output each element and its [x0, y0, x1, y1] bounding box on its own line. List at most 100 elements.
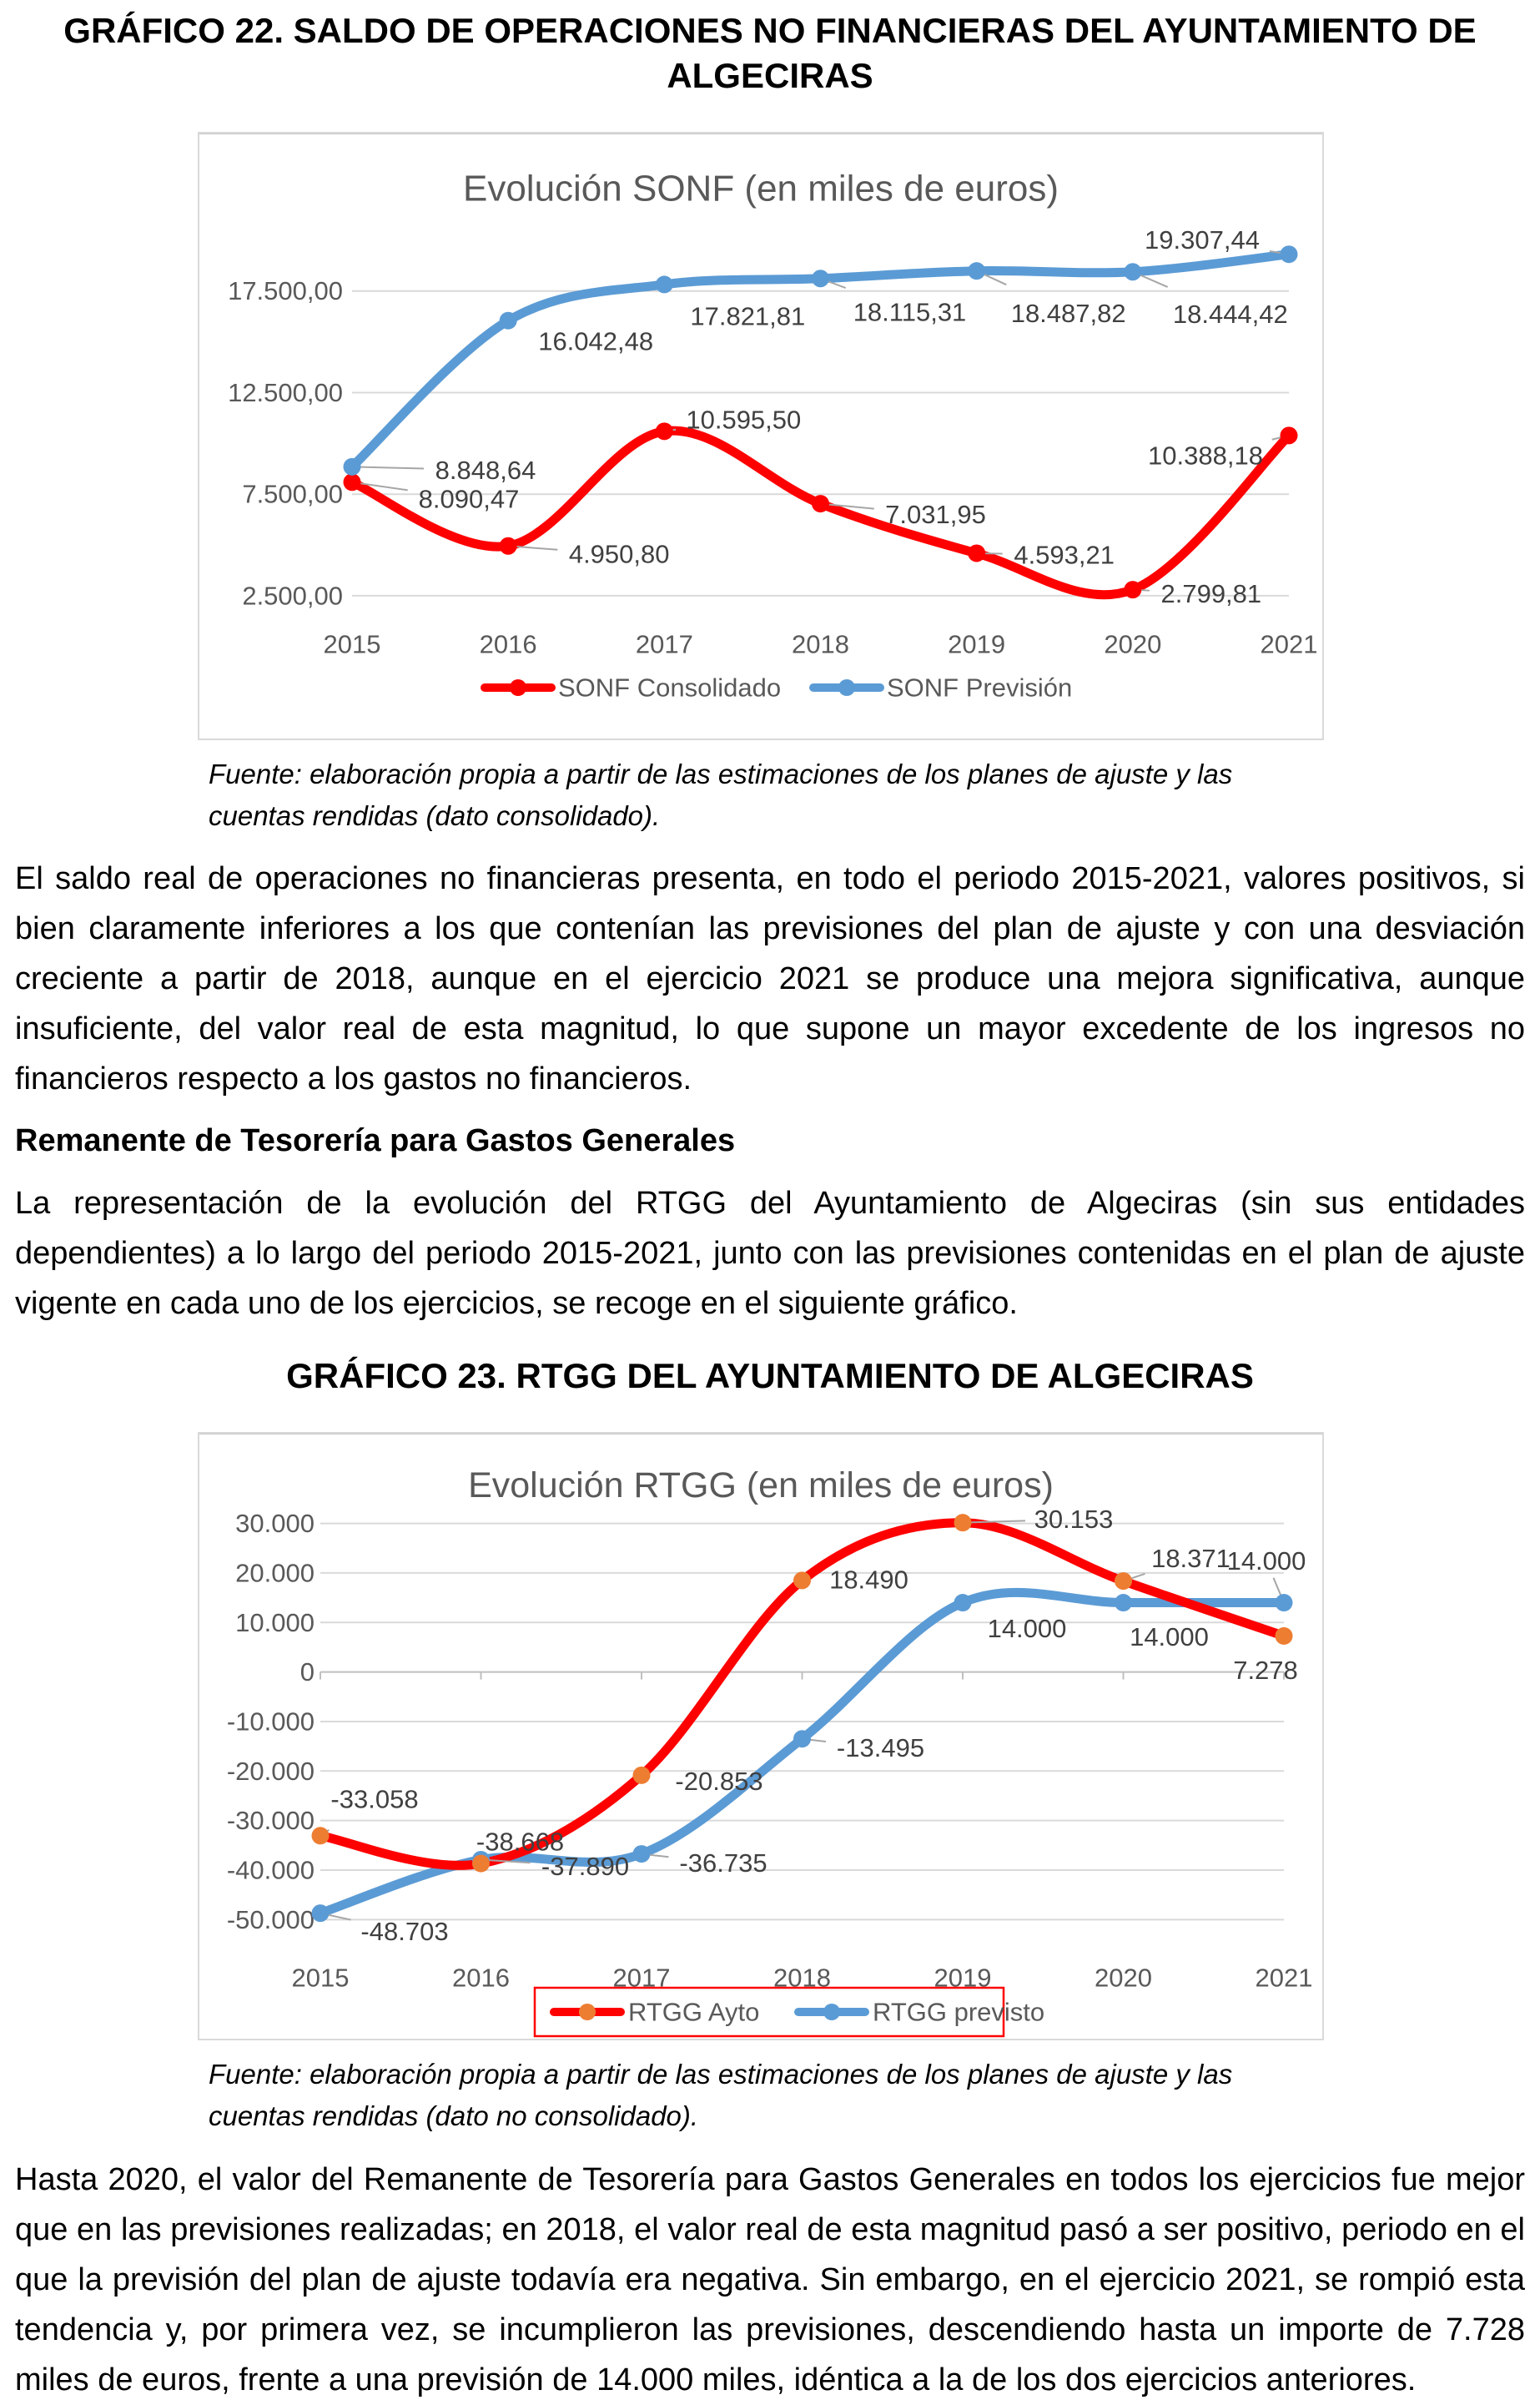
chart-title: Evolución RTGG (en miles de euros) — [468, 1465, 1054, 1505]
y-axis-tick-label: -10.000 — [227, 1707, 315, 1737]
data-point-marker — [632, 1767, 651, 1785]
rtgg-chart-figure: Evolución RTGG (en miles de euros) 30.000… — [198, 1432, 1324, 2041]
y-axis-tick-label: 10.000 — [235, 1608, 315, 1637]
data-label: 4.593,21 — [1014, 540, 1115, 569]
data-label: 14.000 — [1227, 1546, 1306, 1576]
data-label: 7.278 — [1233, 1656, 1298, 1685]
data-point-marker — [1280, 245, 1298, 263]
label-leader-line — [820, 502, 874, 510]
data-point-marker — [311, 1904, 330, 1923]
data-point-marker — [1280, 426, 1298, 444]
data-point-marker — [472, 1854, 490, 1873]
chart-title: Evolución SONF (en miles de euros) — [463, 168, 1059, 209]
data-point-marker — [655, 421, 673, 440]
data-point-marker — [343, 457, 361, 476]
x-axis-label: 2021 — [1261, 629, 1318, 658]
data-label: -20.853 — [675, 1767, 762, 1796]
rtgg-section-heading: Remanente de Tesorería para Gastos Gener… — [15, 1122, 736, 1158]
x-axis-label: 2015 — [324, 629, 381, 658]
x-axis-label: 2020 — [1104, 629, 1161, 658]
data-label: 4.950,80 — [569, 539, 670, 568]
paragraph-rtgg-analysis: Hasta 2020, el valor del Remanente de Te… — [15, 2161, 1525, 2397]
legend-marker — [838, 678, 855, 696]
data-point-marker — [812, 269, 829, 287]
caption-line: Fuente: elaboración propia a partir de l… — [209, 2059, 1233, 2090]
x-axis-label: 2016 — [452, 1964, 510, 1993]
rtgg-chart: Evolución RTGG (en miles de euros) 30.000… — [227, 1465, 1312, 2038]
y-axis-tick-label: 20.000 — [235, 1559, 315, 1588]
data-point-marker — [1115, 1572, 1132, 1591]
x-axis-label: 2016 — [480, 629, 537, 658]
data-point-marker — [499, 311, 517, 330]
data-label: 18.490 — [829, 1566, 908, 1595]
legend-marker — [510, 678, 526, 696]
data-label: 30.153 — [1034, 1505, 1114, 1534]
grafico-22-heading: GRÁFICO 22. SALDO DE OPERACIONES NO FINA… — [63, 11, 1477, 95]
data-label: -33.058 — [330, 1784, 418, 1813]
data-point-marker — [1275, 1627, 1293, 1646]
data-point-marker — [343, 472, 361, 491]
data-label: 18.444,42 — [1173, 300, 1288, 329]
data-point-marker — [1115, 1594, 1132, 1612]
caption-line: Fuente: elaboración propia a partir de l… — [209, 758, 1233, 789]
label-leader-line — [962, 1520, 1026, 1524]
data-label: -13.495 — [837, 1733, 924, 1762]
data-label: -37.890 — [541, 1852, 629, 1881]
caption-line: cuentas rendidas (dato no consolidado). — [209, 2100, 699, 2132]
data-label: 18.371 — [1151, 1544, 1230, 1573]
x-axis-label: 2015 — [292, 1964, 350, 1993]
legend-box — [533, 1986, 1005, 2038]
grafico-23-heading: GRÁFICO 23. RTGG DEL AYUNTAMIENTO DE ALG… — [286, 1356, 1254, 1396]
data-label: 8.090,47 — [419, 484, 520, 513]
legend-marker — [579, 2004, 596, 2021]
legend-label: SONF Consolidado — [558, 673, 781, 702]
data-point-marker — [1275, 1594, 1293, 1612]
data-label: 16.042,48 — [538, 326, 653, 355]
data-point-marker — [1124, 262, 1142, 280]
data-point-marker — [793, 1571, 811, 1590]
data-point-marker — [1124, 580, 1142, 598]
legend-label: RTGG previsto — [873, 1998, 1044, 2027]
data-label: 18.115,31 — [853, 297, 967, 326]
data-label: 10.388,18 — [1148, 441, 1263, 470]
data-point-marker — [812, 494, 829, 512]
y-axis-tick-label: 12.500,00 — [228, 377, 343, 406]
data-label: 18.487,82 — [1011, 299, 1126, 328]
x-axis-label: 2018 — [792, 629, 849, 658]
rtgg-chart-source: Fuente: elaboración propia a partir de l… — [209, 2054, 1525, 2137]
data-point-marker — [968, 261, 986, 280]
paragraph-rtgg-intro: La representación de la evolución del RT… — [15, 1186, 1525, 1322]
data-point-marker — [793, 1730, 811, 1748]
sonf-chart: Evolución SONF (en miles de euros) 17.500… — [228, 168, 1318, 702]
legend-label: RTGG Ayto — [628, 1998, 759, 2027]
data-label: 19.307,44 — [1145, 225, 1260, 255]
x-axis-label: 2017 — [636, 629, 693, 658]
y-axis-tick-label: 30.000 — [235, 1509, 315, 1538]
data-label: 10.595,50 — [686, 405, 801, 434]
data-label: 2.799,81 — [1160, 579, 1261, 608]
data-point-marker — [954, 1594, 972, 1612]
legend-label: SONF Previsión — [887, 673, 1072, 702]
x-axis-label: 2020 — [1095, 1964, 1152, 1993]
label-leader-line — [351, 465, 425, 470]
y-axis-tick-label: -30.000 — [227, 1806, 315, 1835]
y-axis-tick-label: -40.000 — [227, 1856, 315, 1885]
label-leader-line — [351, 481, 408, 491]
data-point-marker — [632, 1845, 651, 1863]
y-axis-tick-label: 0 — [300, 1657, 315, 1687]
legend-marker — [823, 2004, 840, 2021]
data-point-marker — [499, 537, 517, 555]
x-axis-label: 2019 — [948, 629, 1005, 658]
data-label: 17.821,81 — [690, 301, 805, 330]
caption-line: cuentas rendidas (dato consolidado). — [209, 799, 661, 831]
data-label: 14.000 — [988, 1614, 1067, 1643]
data-label: -38.668 — [476, 1828, 564, 1857]
data-label: 14.000 — [1130, 1622, 1209, 1651]
y-axis-tick-label: 2.500,00 — [242, 581, 343, 610]
document-page: GRÁFICO 22. SALDO DE OPERACIONES NO FINA… — [0, 8, 1540, 2405]
sonf-chart-source: Fuente: elaboración propia a partir de l… — [209, 754, 1525, 837]
y-axis-tick-label: 7.500,00 — [242, 479, 343, 508]
data-point-marker — [655, 275, 673, 293]
y-axis-tick-label: -50.000 — [227, 1905, 315, 1934]
data-point-marker — [954, 1514, 972, 1532]
